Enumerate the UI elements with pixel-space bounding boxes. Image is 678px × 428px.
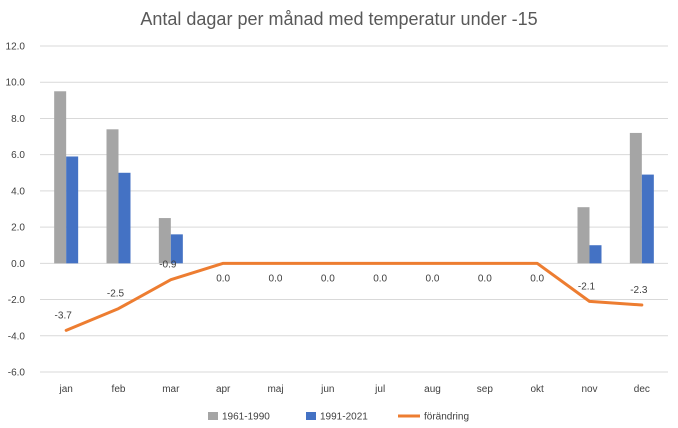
x-tick-label: apr — [216, 384, 231, 395]
y-tick-label: 12.0 — [6, 42, 26, 53]
data-label-maj: 0.0 — [269, 273, 283, 284]
x-tick-label: dec — [634, 384, 650, 395]
data-label-aug: 0.0 — [426, 273, 440, 284]
y-tick-label: 6.0 — [11, 150, 25, 161]
legend-label: förändring — [424, 412, 469, 423]
y-tick-label: 10.0 — [6, 78, 26, 89]
bar-1961-1990-nov — [577, 207, 590, 264]
line-forandring — [64, 261, 644, 332]
x-tick-label: sep — [477, 384, 494, 395]
data-label-mar: -0.9 — [159, 260, 177, 271]
x-tick-label: jan — [58, 384, 72, 395]
bar-1991-2021-jan — [66, 156, 79, 264]
data-label-jan: -3.7 — [55, 310, 73, 321]
y-tick-label: 2.0 — [11, 223, 25, 234]
bar-1961-1990-jan — [54, 91, 67, 264]
legend-label: 1991-2021 — [320, 412, 368, 423]
y-tick-label: -6.0 — [8, 368, 26, 379]
y-tick-label: 4.0 — [11, 186, 25, 197]
y-tick-label: -4.0 — [8, 331, 26, 342]
legend-swatch — [306, 412, 316, 420]
data-label-feb: -2.5 — [107, 289, 125, 300]
legend-swatch — [208, 412, 218, 420]
y-tick-label: 0.0 — [11, 259, 25, 270]
y-tick-label: -2.0 — [8, 295, 26, 306]
data-label-jul: 0.0 — [373, 273, 387, 284]
bar-1991-2021-mar — [170, 234, 183, 264]
bar-1991-2021-nov — [589, 245, 602, 264]
data-labels: -3.7 -2.5 -0.9 0.0 0.0 0.0 0.0 0.0 0.0 0.0 -2.1 -2.… — [55, 260, 648, 322]
bar-1961-1990-mar — [158, 218, 171, 264]
x-axis: jan feb mar apr maj jun jul aug sep okt nov dec — [58, 384, 649, 395]
chart-title: Antal dagar per månad med temperatur und… — [140, 9, 537, 29]
change-line — [64, 261, 644, 332]
y-axis: 12.0 10.0 8.0 6.0 4.0 2.0 0.0 -2.0 -4.0 -6.0 — [6, 42, 26, 379]
x-tick-label: jun — [320, 384, 334, 395]
x-tick-label: feb — [112, 384, 126, 395]
x-tick-label: aug — [424, 384, 441, 395]
legend-label: 1961-1990 — [222, 412, 270, 423]
y-tick-label: 8.0 — [11, 114, 25, 125]
data-label-nov: -2.1 — [578, 281, 596, 292]
x-tick-label: okt — [530, 384, 544, 395]
data-label-apr: 0.0 — [216, 273, 230, 284]
bar-1991-2021-feb — [118, 172, 131, 264]
data-label-sep: 0.0 — [478, 273, 492, 284]
legend: 1961-1990 1991-2021 förändring — [208, 412, 469, 423]
bar-1961-1990-dec — [629, 132, 642, 264]
gridlines — [40, 45, 668, 373]
x-tick-label: maj — [267, 384, 283, 395]
x-tick-label: nov — [581, 384, 597, 395]
bar-1991-2021-dec — [641, 174, 654, 264]
bars — [54, 91, 654, 264]
x-tick-label: mar — [162, 384, 180, 395]
bar-1961-1990-feb — [106, 129, 119, 264]
data-label-jun: 0.0 — [321, 273, 335, 284]
x-tick-label: jul — [374, 384, 385, 395]
data-label-okt: 0.0 — [530, 273, 544, 284]
data-label-dec: -2.3 — [630, 285, 648, 296]
